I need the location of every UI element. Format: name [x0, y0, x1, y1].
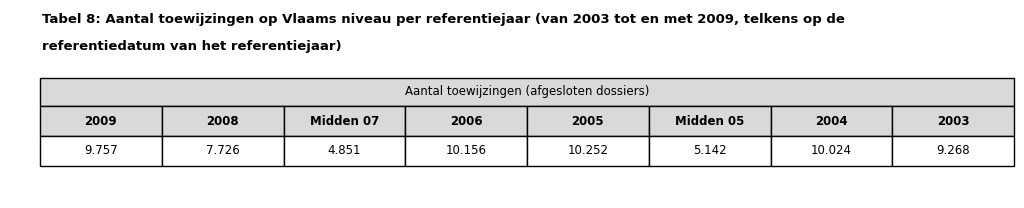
Text: Midden 05: Midden 05 — [675, 114, 744, 128]
Bar — [406, 136, 527, 166]
Bar — [40, 106, 162, 136]
Bar — [892, 136, 1014, 166]
Bar — [40, 78, 1014, 106]
Bar — [284, 106, 406, 136]
Text: Midden 07: Midden 07 — [309, 114, 379, 128]
Bar — [770, 136, 892, 166]
Bar — [649, 106, 770, 136]
Text: 4.851: 4.851 — [328, 145, 361, 157]
Bar — [406, 106, 527, 136]
Bar — [162, 106, 284, 136]
Text: 2008: 2008 — [206, 114, 239, 128]
Text: 2006: 2006 — [450, 114, 482, 128]
Bar — [527, 136, 649, 166]
Text: Aantal toewijzingen (afgesloten dossiers): Aantal toewijzingen (afgesloten dossiers… — [404, 85, 649, 99]
Text: Tabel 8: Aantal toewijzingen op Vlaams niveau per referentiejaar (van 2003 tot e: Tabel 8: Aantal toewijzingen op Vlaams n… — [42, 13, 845, 26]
Bar — [284, 136, 406, 166]
Text: 2009: 2009 — [85, 114, 117, 128]
Bar — [649, 136, 770, 166]
Text: 2004: 2004 — [815, 114, 848, 128]
Text: 9.268: 9.268 — [936, 145, 970, 157]
Bar — [162, 136, 284, 166]
Bar — [892, 106, 1014, 136]
Text: 5.142: 5.142 — [693, 145, 726, 157]
Bar — [527, 106, 649, 136]
Text: 2005: 2005 — [571, 114, 604, 128]
Text: referentiedatum van het referentiejaar): referentiedatum van het referentiejaar) — [42, 40, 342, 53]
Text: 10.156: 10.156 — [445, 145, 486, 157]
Text: 9.757: 9.757 — [84, 145, 118, 157]
Bar — [770, 106, 892, 136]
Text: 10.024: 10.024 — [811, 145, 852, 157]
Text: 2003: 2003 — [937, 114, 970, 128]
Bar — [40, 136, 162, 166]
Text: 7.726: 7.726 — [206, 145, 240, 157]
Text: 10.252: 10.252 — [567, 145, 608, 157]
